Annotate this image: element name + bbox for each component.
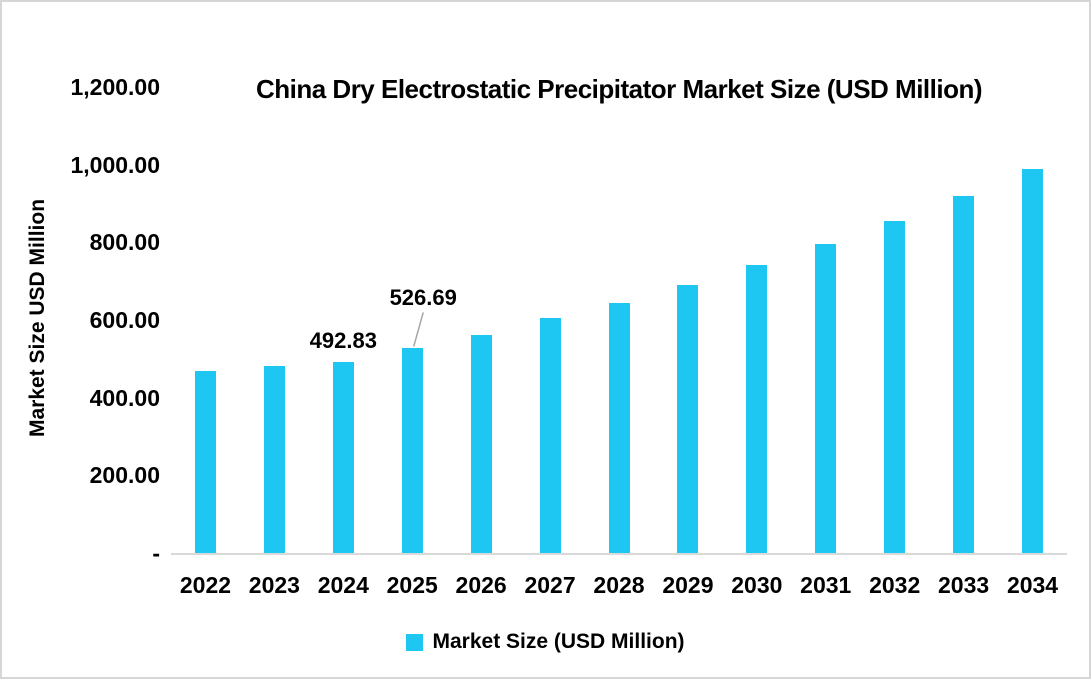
x-tick-label-2022: 2022	[179, 572, 232, 598]
x-tick-label-2024: 2024	[317, 572, 369, 598]
bar-2030	[746, 264, 768, 553]
bar-2027	[539, 318, 561, 553]
x-tick-label-2023: 2023	[248, 572, 300, 598]
bar-2024	[332, 361, 354, 553]
bar-2026	[470, 334, 492, 553]
chart-title: China Dry Electrostatic Precipitator Mar…	[255, 74, 983, 104]
bar-2033	[953, 195, 975, 553]
y-tick-label: 1,000.00	[70, 151, 160, 178]
legend-label: Market Size (USD Million)	[432, 630, 685, 653]
y-tick-label: -	[152, 540, 160, 566]
x-tick-label-2027: 2027	[524, 572, 576, 598]
bar-2031	[815, 243, 837, 553]
y-tick-label: 800.00	[89, 229, 160, 256]
y-tick-label: 400.00	[89, 384, 160, 411]
x-tick-label-2034: 2034	[1006, 572, 1059, 598]
callout-line	[413, 312, 424, 347]
data-label-2024: 492.83	[309, 327, 377, 353]
bar-2032	[884, 220, 906, 553]
x-tick-label-2031: 2031	[800, 572, 852, 598]
bar-2034	[1022, 169, 1044, 553]
x-tick-label-2033: 2033	[938, 572, 990, 598]
y-tick-label: 600.00	[89, 307, 160, 333]
x-tick-label-2029: 2029	[662, 572, 714, 598]
x-tick-label-2028: 2028	[593, 572, 645, 598]
x-axis-line	[171, 553, 1067, 555]
y-tick-label: 200.00	[89, 462, 160, 489]
bar-2025	[401, 348, 423, 553]
x-tick-label-2032: 2032	[869, 572, 921, 598]
bar-2022	[194, 370, 216, 553]
x-tick-label-2026: 2026	[455, 572, 507, 598]
x-tick-label-2030: 2030	[731, 572, 783, 598]
legend-marker	[406, 633, 424, 651]
data-label-2025: 526.69	[389, 285, 457, 311]
bar-2029	[677, 285, 699, 553]
bar-2028	[608, 303, 630, 553]
y-tick-label: 1,200.00	[70, 74, 160, 100]
legend: Market Size (USD Million)	[0, 631, 1091, 653]
bar-2023	[263, 366, 285, 553]
x-tick-label-2025: 2025	[386, 572, 438, 598]
